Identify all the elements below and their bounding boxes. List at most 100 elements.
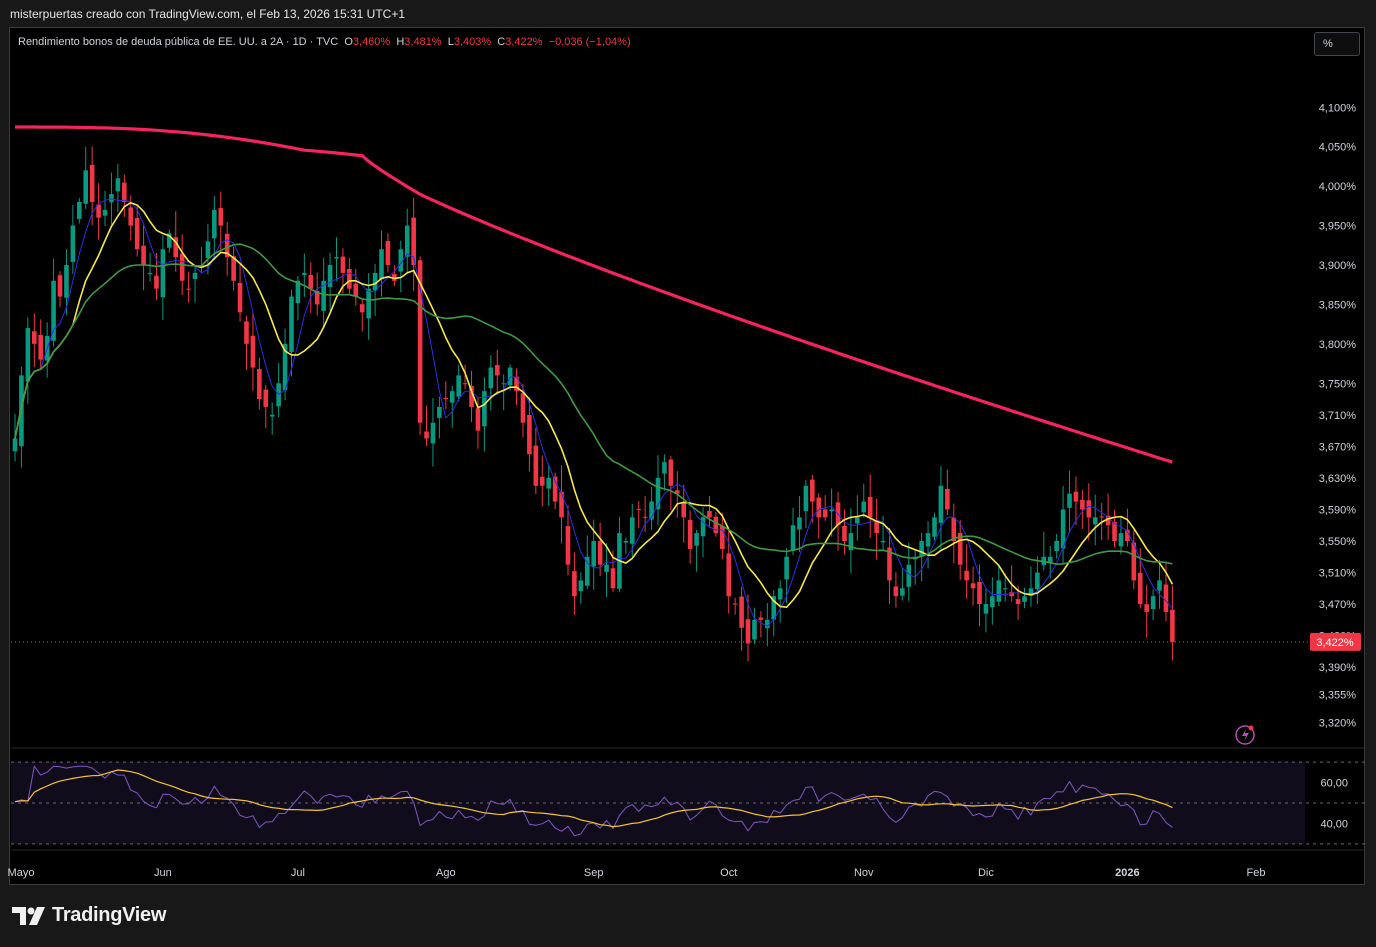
candle-body [752, 619, 757, 640]
candle-body [520, 393, 526, 423]
rsi-y-tick-label: 40,00 [1320, 818, 1348, 830]
x-tick-label: 2026 [1115, 867, 1139, 879]
candle-body [758, 617, 764, 620]
candle-body [707, 510, 712, 518]
candle-body [160, 249, 166, 298]
candle-body [957, 532, 963, 565]
candle-body [700, 517, 706, 537]
legend-close-label: C [497, 36, 506, 48]
chart-frame[interactable] [9, 27, 1365, 885]
chart-canvas[interactable]: 4,100% 4,050% 4,000% 3,950% 3,900% 3,850% 3,80… [0, 0, 1376, 900]
candle-body [212, 209, 217, 239]
candle-body [1150, 596, 1156, 609]
candle-body [1112, 521, 1117, 541]
candle-body [803, 485, 809, 512]
candle-body [1163, 584, 1169, 612]
candle-body [848, 533, 854, 551]
candle-body [424, 431, 429, 439]
candle-body [366, 288, 371, 319]
candle-body [990, 596, 995, 608]
candle-body [906, 564, 912, 587]
candle-body [771, 596, 777, 620]
candle-body [231, 256, 236, 281]
candle-body [1073, 491, 1079, 502]
candle-body [186, 288, 191, 290]
candle-body [134, 218, 140, 250]
candle-body [1080, 499, 1085, 510]
candle-body [347, 268, 352, 289]
candle-body [945, 488, 950, 510]
candle-body [128, 207, 134, 226]
candle-body [218, 208, 224, 226]
percent-scale-button[interactable]: % [1314, 32, 1360, 56]
candle-body [250, 335, 256, 368]
candles-group [12, 146, 1175, 662]
candle-body [96, 204, 101, 218]
candle-body [900, 588, 905, 596]
candle-body [610, 568, 616, 589]
candle-body [732, 603, 738, 605]
rsi-ma-line [14, 769, 1173, 828]
candle-body [745, 619, 751, 644]
candle-body [1137, 572, 1143, 605]
candle-body [797, 517, 802, 530]
candle-body [385, 241, 391, 266]
y-tick-label: 3,390% [1319, 662, 1357, 674]
candle-body [527, 414, 532, 455]
y-tick-label: 3,355% [1319, 690, 1357, 702]
candle-body [887, 547, 892, 581]
candle-body [321, 280, 326, 311]
candle-body [469, 385, 474, 407]
candle-body [475, 408, 481, 431]
candle-body [713, 516, 719, 534]
candle-body [1144, 604, 1149, 612]
candle-body [1105, 515, 1111, 526]
candle-body [938, 485, 944, 523]
tradingview-brand[interactable]: TradingView [12, 904, 166, 927]
candle-body [867, 496, 873, 518]
candle-body [1054, 540, 1059, 552]
candle-body [720, 525, 725, 549]
candle-body [1060, 509, 1066, 549]
candle-body [855, 517, 860, 524]
candle-body [726, 553, 732, 597]
candle-body [591, 540, 596, 567]
ma-slow-line [14, 243, 1173, 565]
candle-body [880, 540, 886, 543]
candle-body [340, 256, 346, 273]
candle-body [167, 233, 172, 248]
legend-close-value: 3,422% [505, 36, 543, 48]
candle-body [964, 570, 969, 581]
candle-body [77, 201, 82, 219]
candle-body [951, 517, 957, 541]
candle-body [636, 508, 642, 510]
candle-body [739, 596, 744, 628]
y-tick-label: 3,900% [1319, 260, 1357, 272]
candle-body [1086, 500, 1092, 518]
candle-body [25, 328, 31, 382]
y-tick-label: 3,320% [1319, 717, 1357, 729]
candle-body [102, 209, 108, 216]
candle-body [816, 497, 822, 518]
candle-body [572, 571, 577, 597]
candle-body [1009, 592, 1014, 597]
candle-body [623, 540, 629, 543]
candle-body [629, 517, 635, 544]
legend-high-value: 3,481% [404, 36, 442, 48]
candle-body [141, 245, 146, 266]
candle-body [327, 265, 333, 288]
legend-low-label: L [447, 36, 454, 48]
candle-body [777, 588, 783, 600]
candle-body [842, 525, 847, 541]
candle-body [179, 253, 185, 281]
x-tick-label: Ago [436, 867, 456, 879]
candle-body [398, 249, 404, 272]
tradingview-logo-icon [12, 906, 45, 925]
candle-body [57, 275, 63, 297]
candle-body [790, 525, 796, 551]
candle-body [514, 376, 519, 392]
x-tick-label: Feb [1247, 867, 1266, 879]
y-tick-label: 3,850% [1319, 299, 1357, 311]
candle-body [1015, 599, 1021, 605]
legend-symbol: Rendimiento bonos de deuda pública de EE… [18, 36, 339, 48]
